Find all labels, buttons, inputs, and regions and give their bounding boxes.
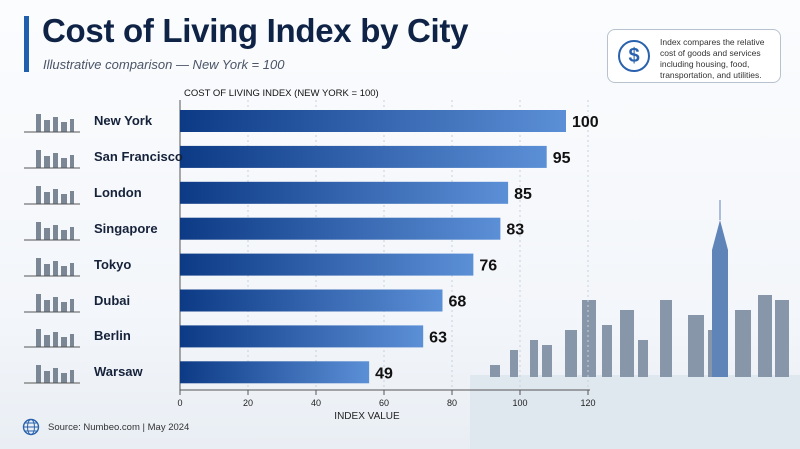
x-tick-label: 40 <box>311 398 321 408</box>
footer: Source: Numbeo.com | May 2024 <box>22 418 189 436</box>
chart-title: COST OF LIVING INDEX (NEW YORK = 100) <box>184 88 379 99</box>
data-label: 76 <box>479 258 497 275</box>
page-subtitle: Illustrative comparison — New York = 100 <box>43 57 285 72</box>
x-tick-label: 20 <box>243 398 253 408</box>
bar-san-francisco <box>180 145 547 168</box>
x-tick-label: 100 <box>512 398 527 408</box>
city-landmark-icon <box>22 252 82 278</box>
x-axis-label: INDEX VALUE <box>334 411 400 422</box>
info-box: $ Index compares the relative cost of go… <box>607 29 781 83</box>
city-label: New York <box>94 113 153 128</box>
bar-berlin <box>180 325 424 348</box>
data-label: 85 <box>514 186 532 203</box>
city-label: Berlin <box>94 328 131 344</box>
city-label: London <box>94 184 142 200</box>
x-tick-label: 120 <box>580 398 595 408</box>
bar-london <box>180 181 509 204</box>
globe-icon <box>22 418 40 436</box>
x-tick-label: 0 <box>177 398 182 408</box>
city-label: Singapore <box>94 220 158 236</box>
city-label: San Francisco <box>94 148 183 164</box>
bar-dubai <box>180 289 443 312</box>
city-landmark-icon <box>22 108 82 134</box>
city-label: Tokyo <box>94 256 132 272</box>
city-label: Dubai <box>94 292 131 308</box>
bar-new-york <box>180 110 566 132</box>
x-tick-label: 80 <box>447 398 457 408</box>
city-landmark-icon <box>22 216 82 242</box>
bar-warsaw <box>180 361 370 384</box>
info-text: Index compares the relative cost of good… <box>660 37 765 80</box>
data-label: 100 <box>572 114 599 131</box>
x-tick-label: 60 <box>379 398 389 408</box>
city-landmark-icon <box>22 288 82 314</box>
source-text: Source: Numbeo.com | May 2024 <box>48 421 190 433</box>
page-title: Cost of Living Index by City <box>42 12 469 49</box>
data-label: 68 <box>448 294 466 311</box>
bar-tokyo <box>180 253 474 276</box>
city-landmark-icon <box>22 180 82 206</box>
bar-singapore <box>180 217 501 240</box>
data-label: 49 <box>375 365 393 382</box>
data-label: 83 <box>506 222 524 239</box>
city-skyline-image <box>470 200 800 449</box>
dollar-icon: $ <box>618 40 650 72</box>
title-accent-bar <box>24 16 29 72</box>
city-landmark-icon <box>22 359 82 385</box>
city-landmark-icon <box>22 323 82 349</box>
city-landmark-icon <box>22 144 82 170</box>
data-label: 63 <box>429 329 447 346</box>
data-label: 95 <box>553 150 571 167</box>
city-label: Warsaw <box>94 364 143 380</box>
